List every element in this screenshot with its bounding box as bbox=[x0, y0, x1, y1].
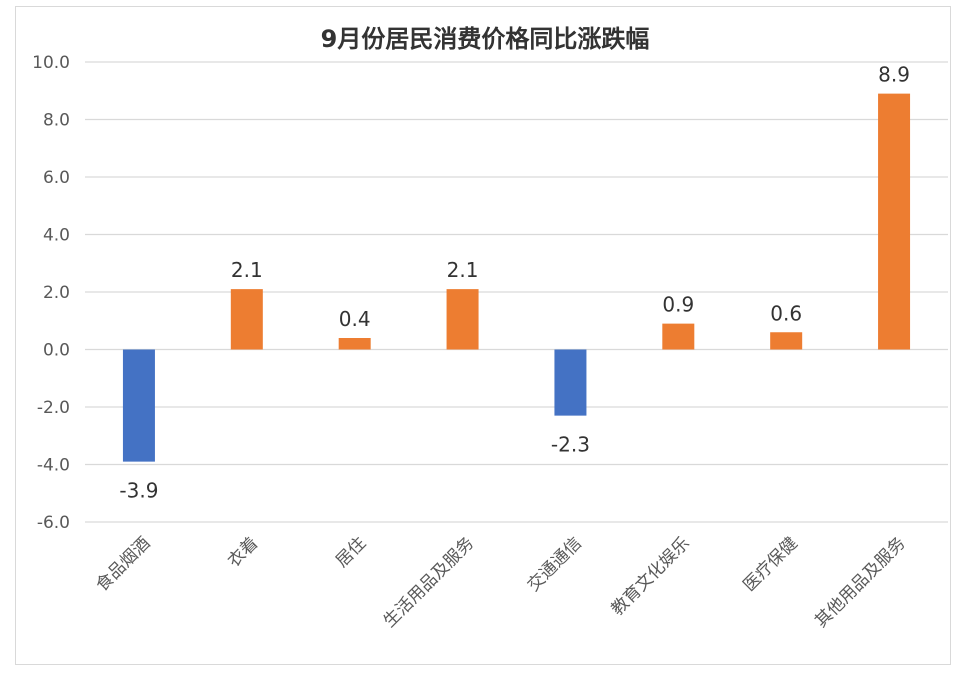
y-tick-label: -4.0 bbox=[37, 456, 70, 476]
data-label: 0.6 bbox=[770, 301, 802, 325]
data-label: 8.9 bbox=[878, 63, 910, 87]
y-tick-label: -6.0 bbox=[37, 513, 70, 533]
data-label: 0.9 bbox=[662, 293, 694, 317]
x-tick-label: 食品烟酒 bbox=[92, 533, 154, 595]
chart-title: 9月份居民消费价格同比涨跌幅 bbox=[321, 25, 650, 53]
chart-border bbox=[15, 6, 951, 665]
bar bbox=[554, 349, 587, 416]
x-tick-label: 医疗保健 bbox=[739, 533, 801, 595]
x-tick-label: 交通通信 bbox=[524, 533, 586, 595]
bar bbox=[338, 338, 371, 350]
x-tick-label: 衣着 bbox=[224, 533, 262, 571]
x-tick-label: 其他用品及服务 bbox=[811, 533, 909, 631]
bar bbox=[446, 289, 479, 350]
y-tick-label: -2.0 bbox=[37, 398, 70, 418]
y-tick-label: 6.0 bbox=[43, 168, 70, 188]
y-tick-label: 4.0 bbox=[43, 226, 70, 246]
bar bbox=[770, 332, 803, 350]
x-tick-label: 教育文化娱乐 bbox=[608, 533, 694, 619]
bar bbox=[122, 349, 155, 462]
y-tick-label: 2.0 bbox=[43, 283, 70, 303]
y-tick-label: 10.0 bbox=[32, 53, 70, 73]
data-label: -2.3 bbox=[551, 433, 590, 457]
bar bbox=[878, 93, 911, 350]
data-label: -3.9 bbox=[119, 479, 158, 503]
bar bbox=[230, 289, 263, 350]
y-tick-label: 0.0 bbox=[43, 341, 70, 361]
x-tick-label: 生活用品及服务 bbox=[380, 533, 478, 631]
y-tick-label: 8.0 bbox=[43, 111, 70, 131]
data-label: 0.4 bbox=[339, 307, 371, 331]
data-label: 2.1 bbox=[231, 258, 263, 282]
x-tick-label: 居住 bbox=[332, 533, 370, 571]
bar bbox=[662, 323, 695, 350]
data-label: 2.1 bbox=[447, 258, 479, 282]
